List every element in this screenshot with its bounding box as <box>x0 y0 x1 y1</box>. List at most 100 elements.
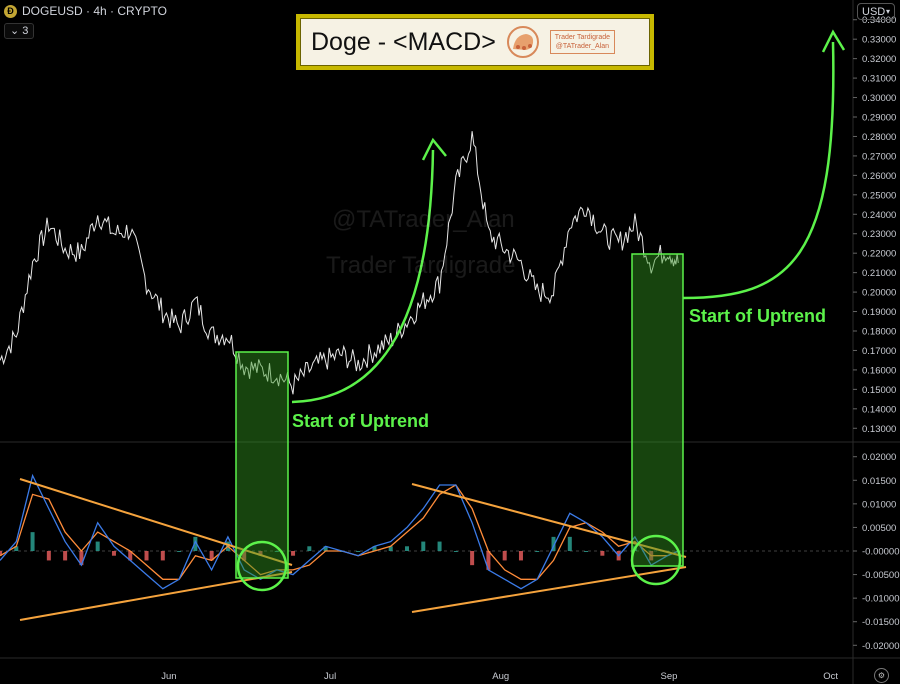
price-tick-label: 0.19000 <box>862 307 896 318</box>
highlight-zone <box>631 253 684 567</box>
brand-name: Trader Tardigrade <box>554 34 611 41</box>
tardigrade-logo <box>506 26 539 58</box>
histogram-bar <box>128 551 133 561</box>
gear-icon[interactable]: ⚙ <box>874 668 889 683</box>
title-banner: Doge - <MACD> Trader Tardigrade @TATrade… <box>296 14 654 70</box>
macd-tick-label: -0.00500 <box>862 570 900 581</box>
triangle-trendline <box>19 478 293 566</box>
histogram-bar <box>323 546 328 551</box>
highlight-circle <box>236 540 288 592</box>
price-tick-label: 0.27000 <box>862 151 896 162</box>
price-tick-label: 0.28000 <box>862 132 896 143</box>
histogram-bar <box>46 551 51 561</box>
histogram-bar <box>600 551 605 556</box>
currency-label: USD <box>862 5 886 18</box>
histogram-bar <box>502 551 507 561</box>
histogram-bar <box>0 551 2 556</box>
x-tick-label: Jul <box>324 671 336 682</box>
macd-tick-label: 0.00500 <box>862 523 896 534</box>
indicator-toggle[interactable]: ⌄ 3 <box>4 23 35 39</box>
price-line <box>0 131 679 395</box>
price-tick-label: 0.23000 <box>862 229 896 240</box>
price-tick-label: 0.21000 <box>862 268 896 279</box>
price-tick-label: 0.22000 <box>862 249 896 260</box>
price-tick-label: 0.32000 <box>862 54 896 65</box>
signal-line <box>0 484 679 580</box>
price-tick-label: 0.31000 <box>862 74 896 85</box>
price-tick-label: 0.15000 <box>862 385 896 396</box>
histogram-bar <box>160 551 165 561</box>
histogram-bar <box>453 551 458 552</box>
price-tick-label: 0.26000 <box>862 171 896 182</box>
symbol-header[interactable]: Ð DOGEUSD · 4h · CRYPTO <box>4 4 167 18</box>
histogram-bar <box>144 551 149 561</box>
histogram-bar <box>30 532 35 551</box>
price-tick-label: 0.30000 <box>862 93 896 104</box>
watermark-handle: @TATrader_Alan <box>332 206 515 233</box>
brand-badge: Trader Tardigrade @TATrader_Alan <box>549 30 616 54</box>
histogram-bar <box>486 551 491 570</box>
histogram-bar <box>291 551 296 556</box>
price-series <box>0 131 679 395</box>
histogram-bar <box>535 551 540 552</box>
x-tick-label: Sep <box>660 671 677 682</box>
arrow-head <box>421 137 447 161</box>
histogram-bar <box>584 551 589 552</box>
price-tick-label: 0.34000 <box>862 15 896 26</box>
x-tick-label: Aug <box>492 671 509 682</box>
uptrend-label-1: Start of Uptrend <box>292 411 429 431</box>
currency-select[interactable]: USD ▾ <box>857 3 895 20</box>
uptrend-arrow <box>682 41 835 300</box>
histogram-bar <box>421 541 426 551</box>
macd-tick-label: -0.00000 <box>862 547 900 558</box>
macd-line <box>0 473 679 590</box>
watermark-brand: Trader Tardigrade <box>326 252 516 279</box>
histogram-bar <box>177 551 182 552</box>
triangle-trendline <box>411 483 687 558</box>
histogram-bar <box>567 536 572 551</box>
triangle-trendline <box>411 566 687 613</box>
histogram-bar <box>437 541 442 551</box>
price-axis[interactable]: 0.34000 0.33000 0.32000 0.31000 0.30000 0.290… <box>853 15 896 435</box>
histogram-bar <box>388 546 393 551</box>
uptrend-arrow <box>291 149 435 404</box>
histogram-bar <box>307 546 312 551</box>
price-tick-label: 0.20000 <box>862 288 896 299</box>
histogram-bar <box>111 551 116 556</box>
price-tick-label: 0.18000 <box>862 327 896 338</box>
histogram-bar <box>356 551 361 552</box>
histogram-bar <box>193 536 198 551</box>
macd-axis[interactable]: 0.02000 0.01500 0.01000 0.00500 -0.00000 -0.0… <box>853 452 900 652</box>
price-tick-label: 0.29000 <box>862 113 896 124</box>
price-tick-label: 0.24000 <box>862 210 896 221</box>
histogram-bar <box>470 551 475 566</box>
price-tick-label: 0.16000 <box>862 365 896 376</box>
macd-tick-label: -0.02000 <box>862 641 900 652</box>
highlight-circle <box>630 534 682 586</box>
price-tick-label: 0.13000 <box>862 424 896 435</box>
price-tick-label: 0.14000 <box>862 404 896 415</box>
histogram-bar <box>258 551 263 556</box>
x-tick-label: Oct <box>823 671 838 682</box>
histogram-bar <box>518 551 523 561</box>
histogram-bar <box>372 546 377 551</box>
x-tick-label: Jun <box>161 671 176 682</box>
histogram-bar <box>405 546 410 551</box>
brand-handle: @TATrader_Alan <box>555 43 610 50</box>
highlight-zone <box>235 351 289 579</box>
chevron-down-icon: ▾ <box>885 7 890 16</box>
macd-tick-label: 0.01500 <box>862 476 896 487</box>
histogram-bar <box>551 536 556 551</box>
histogram-bar <box>79 551 84 566</box>
macd-pane <box>0 473 852 590</box>
uptrend-label-2: Start of Uptrend <box>689 306 826 326</box>
histogram-bar <box>95 541 100 551</box>
histogram-bar <box>242 551 247 561</box>
triangle-trendline <box>19 571 293 621</box>
chart-title: Doge - <MACD> <box>311 27 496 56</box>
macd-tick-label: -0.01000 <box>862 594 900 605</box>
histogram-bar <box>14 546 19 551</box>
symbol-label: DOGEUSD · 4h · CRYPTO <box>22 4 167 18</box>
